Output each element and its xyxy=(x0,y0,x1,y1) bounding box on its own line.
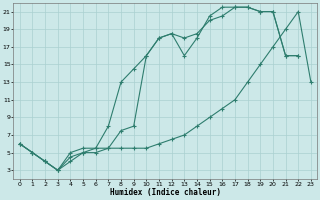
X-axis label: Humidex (Indice chaleur): Humidex (Indice chaleur) xyxy=(110,188,221,197)
